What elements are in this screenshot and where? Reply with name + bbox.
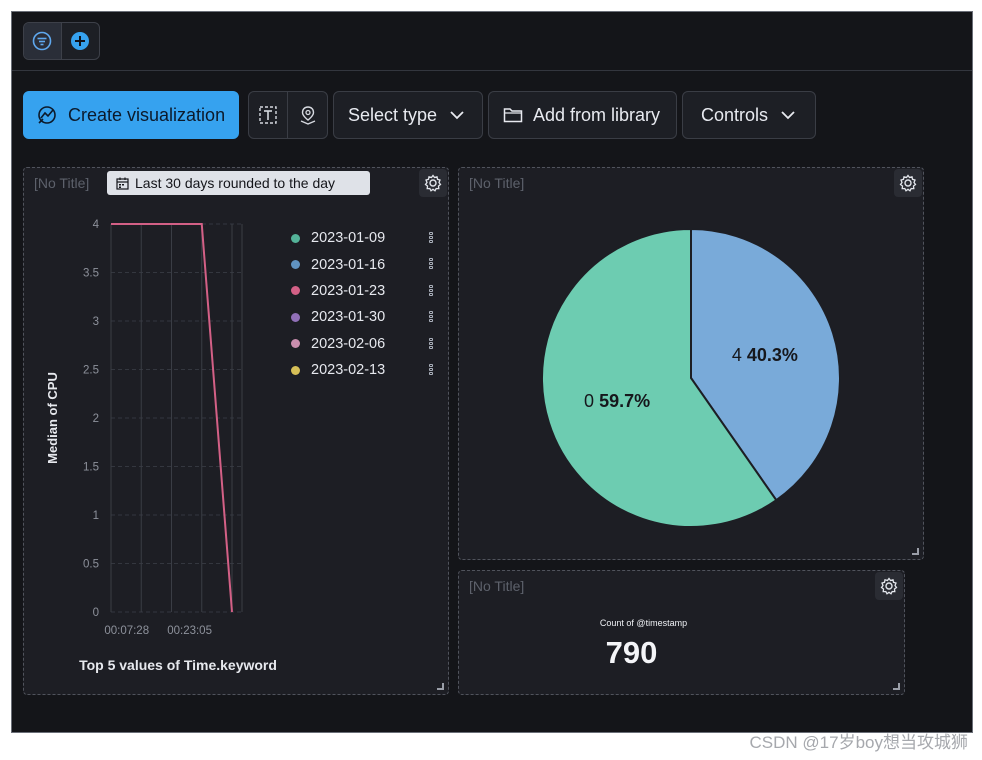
folder-icon <box>503 108 523 123</box>
panel-title: [No Title] <box>469 578 525 594</box>
series-line[interactable] <box>111 223 233 613</box>
resize-handle[interactable] <box>893 683 900 690</box>
chevron-down-icon <box>781 111 795 120</box>
query-button-group <box>23 22 100 60</box>
legend-item[interactable]: 2023-01-23 <box>291 278 433 304</box>
filter-button[interactable] <box>24 23 62 59</box>
metric-label: Count of @timestamp <box>599 618 688 628</box>
legend-actions-icon[interactable] <box>429 337 433 351</box>
pie-chart: 4 40.3% 0 59.7% <box>541 227 841 528</box>
pie-slice[interactable] <box>541 227 778 528</box>
legend-item[interactable]: 2023-02-13 <box>291 357 433 383</box>
y-tick-label: 1.5 <box>83 462 99 474</box>
panel-options-button[interactable] <box>419 169 447 197</box>
legend-swatch <box>291 286 300 296</box>
dashboard-toolbar: Create visualization Select type <box>23 91 963 139</box>
plus-circle-icon <box>71 32 90 50</box>
chevron-down-icon <box>450 111 464 120</box>
legend-actions-icon[interactable] <box>429 284 433 298</box>
text-icon <box>259 106 277 124</box>
controls-dropdown[interactable]: Controls <box>682 91 816 139</box>
gear-icon <box>424 174 442 192</box>
gear-icon <box>880 577 898 595</box>
legend-swatch <box>291 365 300 375</box>
visualize-icon <box>38 106 56 124</box>
x-tick-label: 00:23:05 <box>167 625 212 637</box>
legend-item[interactable]: 2023-01-09 <box>291 225 433 251</box>
create-visualization-button[interactable]: Create visualization <box>23 91 239 139</box>
legend-swatch <box>291 339 300 349</box>
y-tick-label: 4 <box>93 219 100 231</box>
add-map-button[interactable] <box>288 92 327 138</box>
map-pin-icon <box>300 106 315 125</box>
legend-actions-icon[interactable] <box>429 258 433 271</box>
panel-title: [No Title] <box>34 175 90 191</box>
legend-item[interactable]: 2023-01-30 <box>291 304 433 330</box>
legend-item[interactable]: 2023-02-06 <box>291 331 433 357</box>
metric-value: 790 <box>605 635 658 670</box>
slice-category: 0 <box>584 391 599 411</box>
metric-panel: [No Title] Count of @timestamp 790 <box>458 570 905 695</box>
slice-percent: 40.3% <box>747 345 798 365</box>
slice-category: 4 <box>732 345 747 365</box>
y-tick-label: 0 <box>93 607 99 619</box>
legend-label: 2023-01-23 <box>311 282 386 299</box>
create-visualization-label: Create visualization <box>68 104 226 125</box>
dashboard-frame: Create visualization Select type <box>11 11 973 733</box>
legend-actions-icon[interactable] <box>429 363 433 377</box>
add-text-button[interactable] <box>249 92 288 138</box>
x-axis-title: Top 5 values of Time.keyword <box>79 657 277 673</box>
resize-handle[interactable] <box>912 548 919 555</box>
controls-label: Controls <box>701 104 769 125</box>
legend-label: 2023-01-09 <box>311 230 386 247</box>
pie-chart-panel: [No Title] 4 40.3% 0 59.7% <box>458 167 924 560</box>
legend-label: 2023-02-13 <box>311 362 386 379</box>
watermark-text: CSDN @17岁boy想当攻城狮 <box>749 733 968 752</box>
legend-actions-icon[interactable] <box>429 232 433 245</box>
y-tick-label: 3 <box>93 316 99 328</box>
y-tick-label: 2 <box>93 413 99 425</box>
pie-slice-label: 4 40.3% <box>732 345 798 365</box>
quick-add-group <box>248 91 328 139</box>
add-filter-button[interactable] <box>62 23 100 59</box>
calendar-icon <box>116 177 129 190</box>
line-chart-panel: [No Title] Last 30 days rounded to the d… <box>23 167 449 695</box>
legend-label: 2023-02-06 <box>311 335 386 352</box>
select-type-dropdown[interactable]: Select type <box>333 91 483 139</box>
legend-swatch <box>291 312 300 322</box>
pie-slice[interactable] <box>690 227 841 502</box>
top-bar <box>12 12 972 71</box>
panel-options-button[interactable] <box>875 572 903 600</box>
panel-options-button[interactable] <box>894 169 922 197</box>
filter-icon <box>32 31 52 51</box>
time-range-label: Last 30 days rounded to the day <box>135 175 336 191</box>
gear-icon <box>899 174 917 192</box>
legend-item[interactable]: 2023-01-16 <box>291 251 433 277</box>
legend-swatch <box>291 233 300 243</box>
add-from-library-button[interactable]: Add from library <box>488 91 677 139</box>
legend-label: 2023-01-16 <box>311 256 386 273</box>
panel-title: [No Title] <box>469 175 525 191</box>
y-tick-label: 2.5 <box>83 365 99 377</box>
y-tick-label: 3.5 <box>83 268 99 280</box>
time-range-badge[interactable]: Last 30 days rounded to the day <box>107 171 370 195</box>
pie-slice-label: 0 59.7% <box>584 391 650 411</box>
legend-label: 2023-01-30 <box>311 309 386 326</box>
select-type-label: Select type <box>348 104 438 125</box>
slice-percent: 59.7% <box>599 391 650 411</box>
legend-actions-icon[interactable] <box>429 311 433 324</box>
y-tick-label: 1 <box>93 510 99 522</box>
x-tick-label: 00:07:28 <box>104 625 149 637</box>
add-from-library-label: Add from library <box>533 104 661 125</box>
y-axis-title: Median of CPU <box>45 372 60 464</box>
legend-swatch <box>291 260 300 270</box>
line-chart: 0 0.5 1 1.5 2 2.5 3 3.5 4 00:07:28 00:23:05 Media… <box>45 219 277 673</box>
resize-handle[interactable] <box>437 683 444 690</box>
chart-legend: 2023-01-09 2023-01-16 2023-01-23 2023-01-30… <box>291 225 433 383</box>
y-tick-label: 0.5 <box>83 559 99 571</box>
